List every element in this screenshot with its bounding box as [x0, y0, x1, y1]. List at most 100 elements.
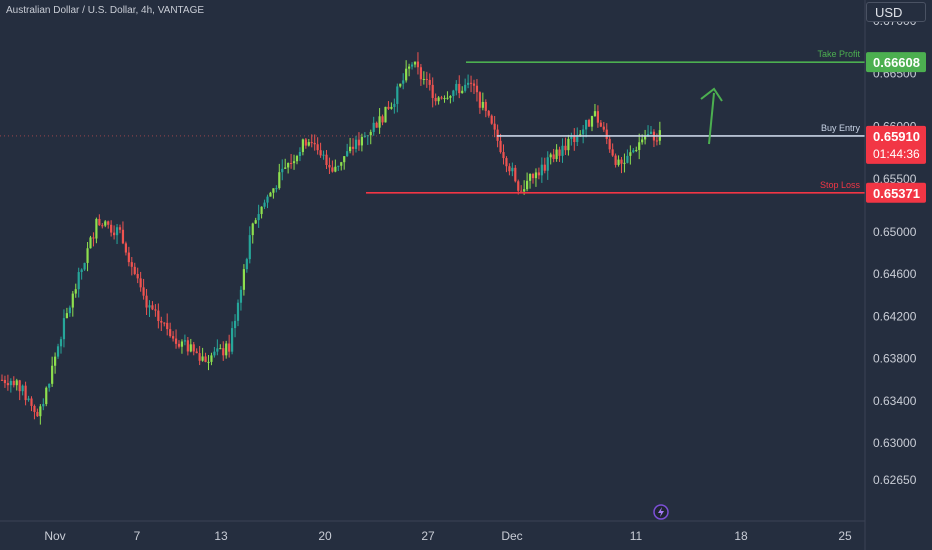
candle [310, 134, 313, 148]
candle [213, 346, 216, 358]
candle [21, 384, 24, 396]
currency-button[interactable]: USD [866, 2, 926, 22]
candle [304, 137, 307, 149]
target-arrow[interactable] [700, 87, 723, 145]
candle [561, 138, 564, 163]
candle [239, 286, 243, 311]
stop-loss-price-tag [866, 182, 926, 203]
candle [18, 379, 21, 401]
candle [587, 118, 591, 127]
candle [325, 149, 328, 170]
candle [266, 194, 269, 209]
lightning-icon[interactable] [653, 504, 669, 520]
candle [349, 137, 352, 154]
candle [408, 63, 411, 77]
candle [263, 199, 266, 210]
candle [596, 105, 599, 128]
candle [260, 206, 263, 219]
candle [540, 157, 543, 183]
candle [15, 378, 18, 391]
price-tick-label: 0.63800 [873, 352, 917, 366]
candle [576, 127, 579, 147]
candle [133, 262, 136, 276]
candle [416, 52, 420, 75]
candle [275, 185, 278, 193]
price-tick-label: 0.64200 [873, 309, 917, 323]
current-price: 0.65910 [873, 129, 920, 144]
candle [354, 135, 358, 153]
candle [292, 154, 296, 170]
candle [558, 146, 561, 162]
candle [0, 374, 4, 382]
candle [531, 172, 535, 184]
candle [472, 79, 476, 95]
candle [611, 143, 614, 157]
candle [381, 114, 384, 126]
candle [481, 92, 484, 111]
candle [458, 75, 461, 99]
price-tick-label: 0.63000 [873, 436, 917, 450]
candle [360, 133, 363, 152]
time-axis[interactable]: Nov 7 13 20 27 Dec 11 18 25 [0, 520, 865, 543]
candle [9, 378, 12, 393]
time-tick-label: Dec [501, 529, 522, 543]
price-tick-label: 0.62650 [873, 473, 917, 487]
candle [428, 73, 431, 91]
time-axis-ticks: Nov 7 13 20 27 Dec 11 18 25 [44, 529, 852, 543]
candle [148, 300, 151, 317]
candle [62, 309, 66, 348]
symbol-title: Australian Dollar / U.S. Dollar, 4h, VAN… [6, 5, 205, 16]
candle [520, 185, 523, 192]
candle [623, 153, 626, 173]
candle [107, 220, 110, 229]
candle [245, 257, 248, 273]
candle [145, 288, 148, 316]
candle [328, 157, 331, 175]
candle [198, 346, 201, 366]
candle [180, 339, 184, 354]
candle [216, 339, 219, 356]
candle [632, 148, 635, 154]
candle [508, 163, 511, 176]
candle [570, 132, 573, 146]
candle [154, 304, 157, 317]
candle [89, 235, 92, 249]
candle [51, 356, 54, 387]
candle [83, 262, 86, 271]
candle [469, 75, 473, 93]
candle [502, 144, 505, 165]
candle [573, 128, 576, 151]
candle [68, 305, 71, 317]
price-axis[interactable]: 0.670000.665000.660000.655000.650000.646… [864, 0, 926, 550]
candle [322, 150, 325, 160]
arrow-shaft [708, 92, 715, 145]
take-profit-price: 0.66608 [873, 55, 920, 70]
time-tick-label: 13 [214, 529, 228, 543]
candle [555, 144, 558, 162]
candle [124, 241, 127, 256]
candle [620, 156, 623, 174]
candle [48, 383, 51, 392]
candle [434, 93, 437, 106]
candle [95, 217, 98, 244]
candle [151, 301, 154, 311]
candle [478, 91, 481, 114]
candle [77, 267, 80, 298]
candle [195, 348, 198, 354]
candle [422, 71, 425, 85]
candle [6, 374, 9, 391]
candle [475, 79, 479, 102]
candle [27, 395, 30, 402]
candle [413, 61, 417, 68]
candle [298, 147, 302, 162]
candle [425, 71, 428, 88]
candle [493, 116, 496, 138]
candle [617, 155, 620, 167]
take-profit-label: Take Profit [817, 49, 860, 59]
time-tick-label: 7 [134, 529, 141, 543]
candle [528, 173, 532, 189]
price-axis-ticks: 0.670000.665000.660000.655000.650000.646… [873, 14, 917, 487]
candle [340, 161, 343, 171]
candle [295, 154, 299, 165]
